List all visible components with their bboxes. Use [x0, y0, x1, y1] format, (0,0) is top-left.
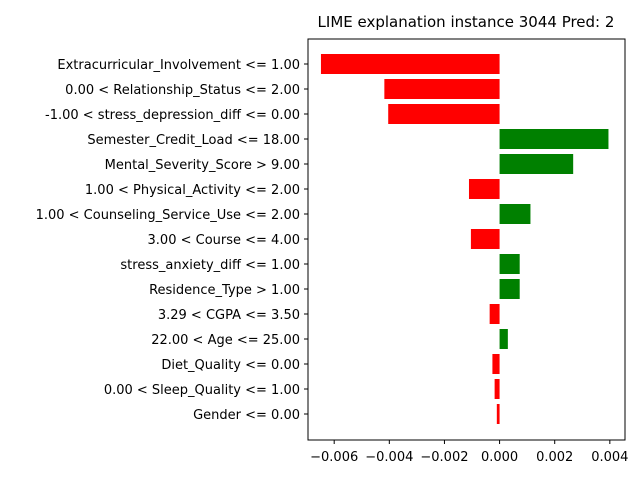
y-tick-label: Gender <= 0.00 [193, 408, 300, 423]
bar-extracurricular-involvement-1-00 [320, 54, 500, 74]
y-tick-label: Mental_Severity_Score > 9.00 [105, 158, 300, 173]
x-tick-label: −0.004 [365, 450, 413, 465]
plot-frame [307, 38, 626, 441]
y-tick-label: 3.29 < CGPA <= 3.50 [158, 308, 300, 323]
bar-0-00-relationship-status-2-00 [384, 79, 500, 99]
bar-semester-credit-load-18-00 [499, 129, 609, 149]
bars-group [320, 54, 609, 424]
bar-1-00-stress-depression-diff-0-00 [388, 104, 500, 124]
y-tick-labels: Extracurricular_Involvement <= 1.00 0.00 … [36, 58, 308, 423]
y-tick-label: Diet_Quality <= 0.00 [161, 358, 300, 373]
x-tick-label: 0.000 [481, 450, 518, 465]
bar-mental-severity-score-9-00 [499, 154, 574, 174]
x-tick-label: −0.002 [420, 450, 468, 465]
x-tick-label: 0.004 [591, 450, 628, 465]
bar-0-00-sleep-quality-1-00 [494, 379, 500, 399]
y-tick-label: 1.00 < Counseling_Service_Use <= 2.00 [36, 208, 300, 223]
y-tick-label: 3.00 < Course <= 4.00 [148, 233, 300, 248]
y-tick-label: 22.00 < Age <= 25.00 [151, 333, 300, 348]
bar-3-29-cgpa-3-50 [489, 304, 500, 324]
y-tick-label: Semester_Credit_Load <= 18.00 [87, 133, 300, 148]
bar-stress-anxiety-diff-1-00 [499, 254, 520, 274]
y-tick-label: stress_anxiety_diff <= 1.00 [120, 258, 300, 273]
bar-3-00-course-4-00 [470, 229, 500, 249]
bar-diet-quality-0-00 [492, 354, 500, 374]
x-ticks: −0.006 −0.004 −0.002 0.000 0.002 0.004 [310, 440, 628, 465]
y-tick-label: 0.00 < Relationship_Status <= 2.00 [65, 83, 300, 98]
bar-1-00-counseling-service-use-2-00 [499, 204, 531, 224]
chart-title: LIME explanation instance 3044 Pred: 2 [318, 13, 615, 31]
y-tick-label: -1.00 < stress_depression_diff <= 0.00 [45, 108, 300, 123]
bar-22-00-age-25-00 [499, 329, 508, 349]
bar-gender-0-00 [496, 404, 500, 424]
x-tick-label: −0.006 [310, 450, 358, 465]
y-tick-label: 0.00 < Sleep_Quality <= 1.00 [104, 383, 300, 398]
y-tick-label: Residence_Type > 1.00 [149, 283, 300, 298]
bar-residence-type-1-00 [499, 279, 520, 299]
y-tick-label: 1.00 < Physical_Activity <= 2.00 [85, 183, 300, 198]
bar-1-00-physical-activity-2-00 [468, 179, 500, 199]
y-tick-label: Extracurricular_Involvement <= 1.00 [57, 58, 300, 73]
x-tick-label: 0.002 [536, 450, 573, 465]
